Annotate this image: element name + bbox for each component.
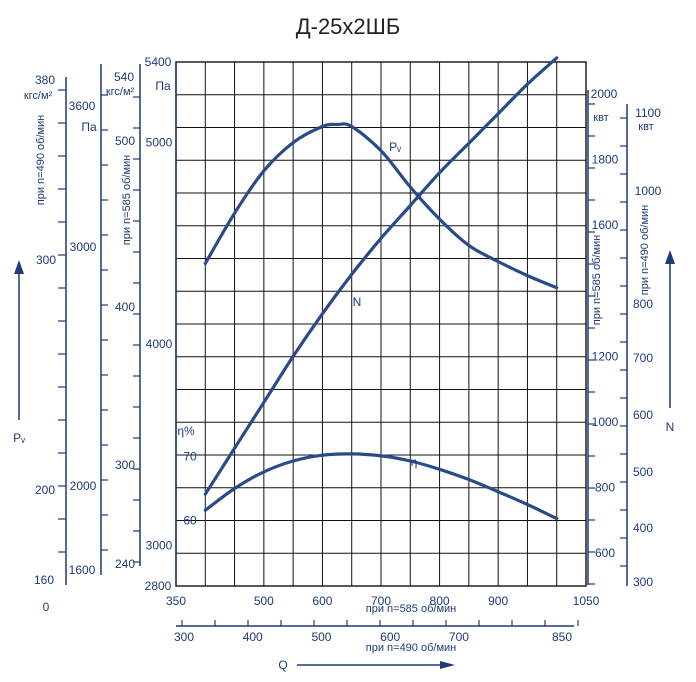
pv-kgs-490-tick-label: 160 [34, 573, 54, 587]
q-axis-word: Q [278, 658, 287, 672]
q-585-tick-label: 600 [312, 594, 332, 608]
n-axis-word: N [666, 420, 675, 434]
pv-kgs-490-tick-label: 200 [35, 483, 55, 497]
pv-kgs-490-rpm-label: при n=490 об/мин [35, 115, 47, 205]
pv-pa-585-tick-label: 5400 [145, 55, 172, 69]
pv-axis-word: Pᵥ [13, 431, 25, 445]
q-490-tick-label: 500 [311, 630, 331, 644]
power-curve-label: N [353, 295, 362, 309]
pv-kgs-585-tick-label: 400 [115, 300, 135, 314]
q-585-tick-label: 700 [371, 594, 391, 608]
q-585-tick-label: 1050 [573, 594, 600, 608]
pv-kgs-585-tick-label: 240 [115, 557, 135, 571]
pv-pa-585-tick-label: 4000 [146, 337, 173, 351]
pv-kgs-490-unit: кгс/м² [24, 90, 53, 102]
pv-pa-490-tick-label: 2000 [70, 479, 97, 493]
n-kw-490-tick-label: 600 [633, 408, 653, 422]
n-kw-585-tick-label: 1600 [592, 218, 619, 232]
pv-kgs-585-tick-label: 300 [115, 458, 135, 472]
pv-pa-490-tick-label: 3600 [69, 99, 96, 113]
pv-kgs-585-unit: кгс/м² [106, 86, 135, 98]
pv-pa-585-tick-label: 2800 [145, 579, 172, 593]
pv-kgs-490-tick-label: 380 [35, 73, 55, 87]
n-kw-490-tick-label: 300 [633, 575, 653, 589]
q-585-tick-label: 500 [254, 594, 274, 608]
pv-pa-490-tick-label: 1600 [69, 563, 96, 577]
origin-zero-label: 0 [43, 600, 50, 614]
q-585-tick-label: 800 [430, 594, 450, 608]
n-kw-490-tick-label: 500 [633, 465, 653, 479]
n-kw-585-tick-label: 800 [595, 481, 615, 495]
pv-kgs-490-tick-label: 300 [36, 253, 56, 267]
q-490-tick-label: 300 [174, 630, 194, 644]
pv-kgs-585-tick-label: 500 [115, 134, 135, 148]
q-585-tick-label: 900 [488, 594, 508, 608]
q-arrow-head [440, 661, 455, 669]
pv-curve-label: Pᵥ [389, 140, 401, 154]
q-490-rpm-label: при n=490 об/мин [366, 642, 456, 654]
pv-pa-585-tick-label: 5000 [146, 136, 173, 150]
n-kw-585-tick-label: 2000 [591, 87, 618, 101]
n-kw-585-rpm-label: при n=585 об/мин [591, 235, 603, 325]
q-490-tick-label: 400 [243, 630, 263, 644]
eta-tick-label: 70 [183, 450, 197, 464]
n-kw-585-tick-label: 1000 [592, 415, 619, 429]
pv-pa-490-tick-label: 3000 [70, 240, 97, 254]
n-kw-490-tick-label: 400 [633, 521, 653, 535]
n-arrow-head [665, 250, 675, 264]
q-585-rpm-label: при n=585 об/мин [366, 603, 456, 615]
n-kw-490-tick-label: 1000 [635, 184, 662, 198]
power-curve [203, 56, 559, 496]
pv-kgs-585-rpm-label: при n=585 об/мин [121, 155, 133, 245]
q-585-tick-label: 350 [166, 594, 186, 608]
q-490-tick-label: 850 [552, 630, 572, 644]
pv-kgs-585-tick-label: 540 [114, 70, 134, 84]
efficiency-curve-label: η [411, 455, 418, 469]
n-kw-490-unit: квт [638, 121, 653, 133]
eta-tick-label: 60 [183, 514, 197, 528]
eta-unit-label: η% [177, 424, 195, 438]
pv-arrow-head [14, 260, 24, 274]
n-kw-490-tick-label: 700 [633, 351, 653, 365]
pv-pa-585-tick-label: 3000 [146, 539, 173, 553]
n-kw-585-tick-label: 600 [595, 546, 615, 560]
pv-curve [203, 122, 559, 290]
q-490-tick-label: 600 [380, 630, 400, 644]
n-kw-585-unit: квт [593, 112, 608, 124]
n-kw-490-tick-label: 1100 [635, 106, 661, 120]
efficiency-curve [203, 452, 559, 521]
pv-pa-585-unit: Па [155, 79, 171, 93]
q-490-tick-label: 700 [449, 630, 469, 644]
pv-pa-490-unit: Па [81, 120, 97, 134]
n-kw-490-rpm-label: при n=490 об/мин [639, 205, 651, 295]
n-kw-490-tick-label: 800 [633, 297, 653, 311]
n-kw-585-tick-label: 1200 [592, 349, 619, 363]
chart-title: Д-25х2ШБ [295, 14, 401, 39]
n-kw-585-tick-label: 1800 [592, 153, 619, 167]
